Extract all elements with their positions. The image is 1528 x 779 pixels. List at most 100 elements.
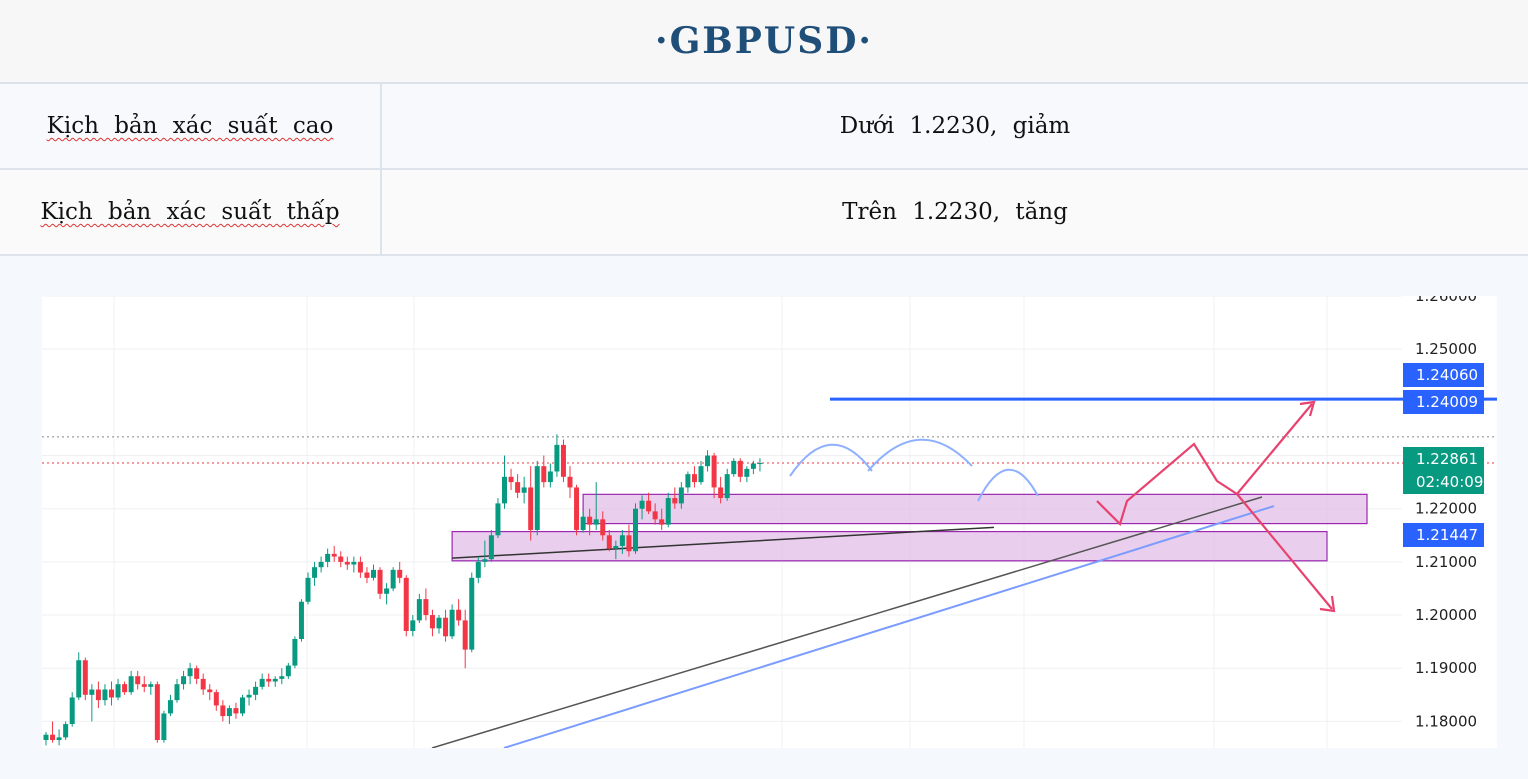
candle-body: [724, 474, 730, 499]
candle-body: [259, 678, 265, 687]
candle-body: [593, 519, 599, 525]
candle-body: [685, 474, 691, 488]
chart-svg[interactable]: 1.260001.250001.230001.220001.210001.200…: [42, 296, 1497, 748]
scenario-path-down: [1236, 493, 1333, 610]
candle-body: [364, 572, 370, 578]
candle-body: [495, 503, 501, 536]
candle-body: [318, 561, 324, 568]
price-tag: [1403, 523, 1484, 547]
candle-body: [619, 535, 625, 546]
candle-body: [560, 444, 566, 477]
candle-body: [482, 559, 488, 562]
candle-body: [69, 697, 75, 725]
scenario-value-cell: Trên 1.2230, tăng: [382, 170, 1528, 254]
candle-body: [416, 599, 422, 621]
candle-body: [502, 476, 507, 504]
candle-body: [574, 487, 580, 530]
price-chart[interactable]: 1.260001.250001.230001.220001.210001.200…: [42, 296, 1497, 748]
candle-body: [95, 689, 101, 701]
candle-body: [226, 708, 232, 717]
candle-body: [233, 708, 239, 714]
candle-body: [659, 519, 665, 525]
candle-body: [462, 620, 468, 650]
candle-body: [220, 705, 226, 717]
candle-body: [600, 519, 606, 536]
candle-body: [89, 689, 95, 695]
candle-body: [410, 620, 416, 632]
candle-body: [207, 689, 213, 693]
candle-body: [292, 638, 298, 666]
candle-body: [122, 684, 128, 693]
candle-body: [639, 500, 645, 509]
candle-body: [613, 545, 619, 549]
candle-body: [469, 577, 475, 650]
candle-body: [194, 668, 200, 679]
candle-body: [750, 463, 756, 469]
y-tick-label: 1.25000: [1415, 340, 1477, 358]
candle-body: [397, 569, 403, 578]
candle-body: [698, 466, 704, 483]
y-tick-label: 1.26000: [1415, 296, 1477, 305]
candle-body: [521, 487, 527, 493]
trend-line: [452, 526, 995, 559]
price-tag: [1403, 363, 1484, 387]
candle-body: [718, 487, 724, 499]
y-tick-label: 1.20000: [1415, 606, 1477, 624]
candle-body: [580, 516, 586, 530]
candle-body: [744, 468, 750, 477]
candle-body: [128, 676, 134, 693]
candle-body: [606, 535, 612, 549]
candle-body: [646, 500, 652, 512]
candle-body: [200, 678, 206, 690]
price-tag-label: 1.24060: [1416, 366, 1478, 384]
table-row: Kịch bản xác suất thấp Trên 1.2230, tăng: [0, 170, 1528, 256]
scenario-value: Dưới 1.2230, giảm: [839, 113, 1071, 139]
scenario-label: Kịch bản xác suất thấp: [40, 199, 340, 225]
candle-body: [737, 460, 743, 477]
candle-body: [626, 535, 632, 552]
pattern-arc: [977, 468, 1039, 502]
y-tick-label: 1.22000: [1415, 500, 1477, 518]
price-tag-label: 1.24009: [1416, 393, 1478, 411]
candle-body: [253, 686, 259, 695]
price-tag: [1403, 447, 1484, 471]
candle-body: [187, 668, 193, 677]
candle-body: [50, 734, 56, 741]
candle-body: [678, 487, 684, 504]
candle-body: [82, 660, 88, 695]
price-tag: [1403, 390, 1484, 414]
candle-body: [357, 561, 363, 573]
candle-body: [423, 599, 429, 616]
candle-body: [554, 444, 560, 472]
candle-body: [384, 588, 390, 594]
pattern-arc: [867, 438, 973, 472]
candle-body: [325, 553, 331, 562]
candle-body: [488, 535, 494, 560]
candle-body: [587, 516, 593, 525]
candle-body: [691, 474, 697, 483]
pattern-arc: [789, 443, 873, 477]
candle-body: [652, 511, 658, 520]
candle-body: [279, 676, 285, 679]
candle-body: [240, 697, 245, 714]
candle-body: [429, 615, 435, 629]
arrow-head-down: [1319, 595, 1336, 613]
candle-body: [731, 460, 737, 475]
scenario-label-cell: Kịch bản xác suất cao: [0, 84, 382, 168]
price-tag-label: 1.21447: [1416, 526, 1478, 544]
candle-body: [508, 476, 514, 483]
candle-body: [167, 700, 173, 714]
candle-body: [665, 498, 671, 525]
candle-body: [541, 466, 547, 483]
y-tick-label: 1.18000: [1415, 712, 1477, 730]
candle-body: [141, 684, 147, 687]
candle-body: [76, 660, 82, 698]
candle-body: [547, 471, 553, 483]
page-title: ·GBPUSD·: [655, 20, 873, 62]
candle-body: [43, 734, 49, 741]
candle-body: [633, 508, 638, 552]
candle-body: [672, 498, 678, 504]
candle-body: [338, 556, 344, 562]
candle-body: [436, 617, 442, 629]
candle-body: [181, 676, 187, 685]
